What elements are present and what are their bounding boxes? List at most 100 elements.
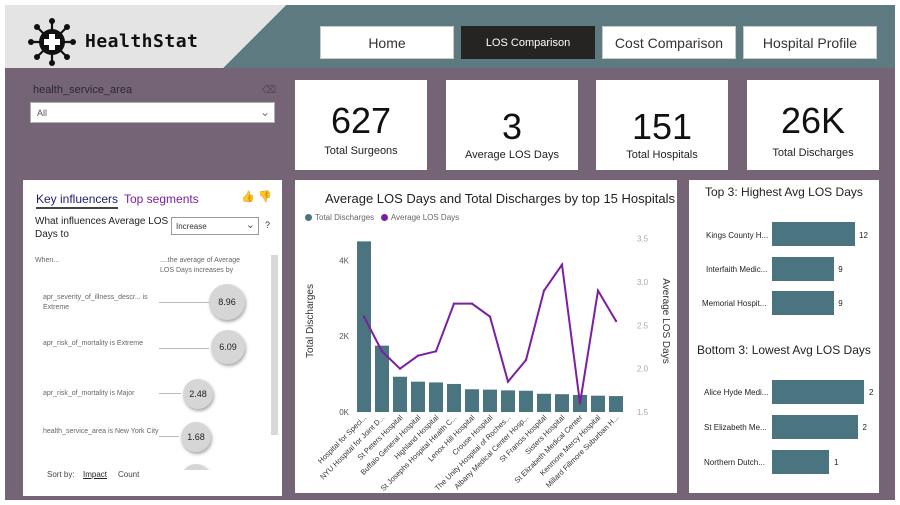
influencer-bubble[interactable]: 6.09 (211, 330, 245, 364)
discharge-bar[interactable] (500, 390, 516, 412)
bar-value: 9 (838, 265, 843, 274)
discharge-bar[interactable] (446, 383, 462, 412)
influence-direction-dropdown[interactable]: Increase ⌄ (171, 217, 259, 235)
y2-tick-label: 3.5 (637, 235, 649, 244)
avg-los-point (506, 380, 510, 383)
combo-chart-panel: Average LOS Days and Total Discharges by… (295, 180, 677, 493)
kpi-label: Average LOS Days (465, 149, 559, 161)
bar-value: 2 (862, 423, 867, 432)
bar-label: Kings County H... (706, 231, 769, 240)
eraser-icon[interactable]: ⌫ (262, 85, 277, 96)
discharge-bar[interactable] (536, 393, 552, 412)
bar-label: Interfaith Medic... (706, 265, 768, 274)
y2-tick-label: 3.0 (637, 278, 649, 287)
legend-label: Average LOS Days (390, 213, 460, 222)
y-tick-label: 2K (339, 332, 349, 341)
nav-home-button[interactable]: Home (320, 26, 454, 59)
health-service-area-dropdown[interactable]: All ⌄ (30, 102, 275, 123)
kpi-label: Total Surgeons (324, 145, 398, 157)
lowest-title: Bottom 3: Lowest Avg LOS Days (697, 343, 871, 357)
discharge-bar[interactable] (608, 396, 624, 412)
logo-divider (215, 5, 295, 68)
bar-value: 12 (859, 231, 868, 240)
thumbs-down-icon[interactable]: 👎 (258, 191, 272, 203)
tab-key-influencers[interactable]: Key influencers (36, 192, 119, 209)
nav-los-comparison-button[interactable]: LOS Comparison (461, 26, 595, 59)
highest-bar[interactable] (772, 222, 855, 246)
bar-label: Memorial Hospit... (702, 299, 767, 308)
help-icon[interactable]: ? (265, 220, 271, 230)
bar-label: Alice Hyde Medi... (704, 388, 769, 397)
lowest-bar[interactable] (772, 380, 864, 404)
influencer-connector (159, 302, 209, 303)
kpi-card-discharges: 26K Total Discharges (747, 80, 879, 170)
influencer-label[interactable]: apr_severity_of_illness_descr... is Extr… (43, 294, 148, 311)
lowest-bar[interactable] (772, 415, 858, 439)
avg-los-point (524, 358, 528, 362)
influencer-connector (159, 436, 179, 437)
y2-axis-title: Average LOS Days (660, 278, 671, 363)
y-axis-title: Total Discharges (305, 284, 316, 358)
col-when-header: When... (35, 257, 60, 264)
scrollbar[interactable] (271, 255, 278, 435)
chevron-down-icon: ⌄ (259, 105, 270, 119)
discharge-bar[interactable] (374, 345, 390, 412)
avg-los-point (470, 302, 474, 305)
lowest-bar[interactable] (772, 450, 830, 474)
avg-los-point (596, 289, 600, 292)
chevron-down-icon: ⌄ (245, 219, 255, 231)
legend-marker (380, 214, 388, 221)
los-ranking-panel: Top 3: Highest Avg LOS Days Kings County… (689, 180, 879, 493)
influencer-bubble[interactable]: 8.96 (209, 284, 245, 320)
y-tick-label: 0K (339, 408, 349, 417)
health-logo-icon (28, 18, 76, 66)
highest-bar[interactable] (772, 291, 835, 315)
discharge-bar[interactable] (392, 376, 408, 412)
legend-label: Total Discharges (315, 213, 375, 222)
avg-los-point (380, 350, 384, 353)
discharge-bar[interactable] (590, 395, 606, 412)
discharge-bar[interactable] (518, 390, 534, 412)
influencer-question: What influences Average LOS Days to (35, 216, 169, 240)
y2-tick-label: 2.0 (637, 365, 649, 374)
avg-los-point (398, 367, 402, 370)
discharge-bar[interactable] (464, 389, 480, 412)
y-tick-label: 4K (339, 256, 349, 265)
filter-label: health_service_area (33, 84, 133, 96)
sort-count-option[interactable]: Count (118, 470, 140, 479)
nav-cost-comparison-button[interactable]: Cost Comparison (602, 26, 736, 59)
kpi-value: 627 (330, 100, 392, 141)
avg-los-point (560, 263, 564, 266)
discharge-bar[interactable] (410, 381, 426, 412)
legend-item[interactable]: Total Discharges (305, 213, 374, 222)
tab-top-segments[interactable]: Top segments (124, 192, 199, 206)
highest-bar[interactable] (772, 257, 835, 281)
avg-los-point (416, 354, 420, 357)
chart-legend: Total Discharges Average LOS Days (305, 213, 459, 222)
legend-item[interactable]: Average LOS Days (380, 213, 460, 222)
discharge-bar[interactable] (356, 241, 372, 412)
influencer-bubble-partial (181, 464, 211, 470)
dropdown-value: All (37, 108, 48, 118)
sort-label: Sort by: (47, 470, 75, 479)
influencer-bubble[interactable]: 1.68 (181, 422, 211, 452)
discharge-bar[interactable] (482, 389, 498, 412)
logo-area: HealthStat (5, 5, 215, 68)
influencer-label[interactable]: apr_risk_of_mortality is Major (43, 390, 135, 397)
avg-los-point (362, 315, 366, 318)
combo-chart: 0K 2K 4K 1.5 2.0 2.5 3.0 3.5 Total Discharges Ave… (305, 235, 671, 493)
avg-los-point (488, 315, 492, 318)
thumbs-up-icon[interactable]: 👍 (241, 191, 255, 203)
bar-label: Northern Dutch... (704, 458, 765, 467)
sort-impact-option[interactable]: Impact (83, 470, 108, 479)
dropdown-value: Increase (176, 222, 207, 231)
influencer-label[interactable]: apr_risk_of_mortality is Extreme (43, 340, 143, 347)
discharge-bar[interactable] (428, 382, 444, 412)
nav-hospital-profile-button[interactable]: Hospital Profile (743, 26, 877, 59)
discharge-bar[interactable] (554, 394, 570, 412)
avg-los-point (578, 402, 582, 405)
influencer-bubble[interactable]: 2.48 (183, 379, 213, 409)
bar-value: 1 (834, 458, 839, 467)
y2-tick-label: 2.5 (637, 321, 649, 330)
influencer-label[interactable]: health_service_area is New York City (43, 428, 159, 435)
